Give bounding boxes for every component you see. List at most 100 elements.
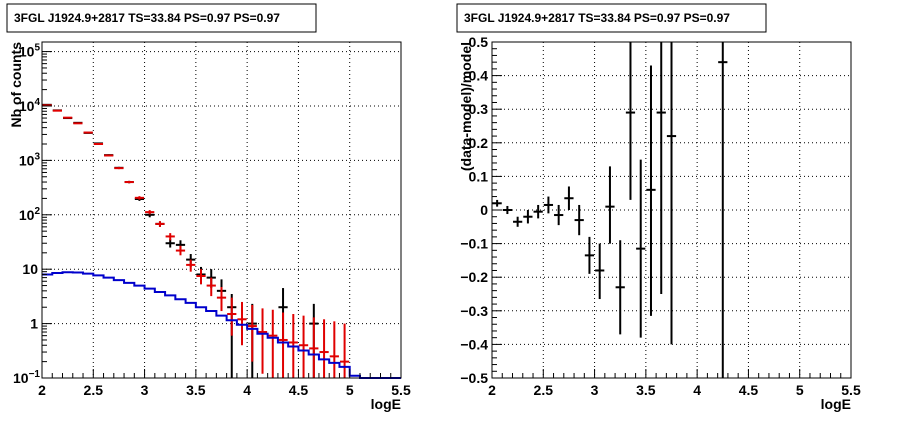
x-tick-label: 2 <box>488 382 496 398</box>
data-point <box>615 240 625 335</box>
right-x-axis-label: logE <box>821 396 851 412</box>
data-point <box>718 42 728 378</box>
data-point <box>533 204 543 219</box>
model-point <box>206 277 216 297</box>
model-point <box>155 221 165 227</box>
x-tick-label: 4.5 <box>739 382 759 398</box>
right-grid <box>492 42 851 378</box>
data-point <box>574 204 584 236</box>
model-point <box>83 131 93 134</box>
y-tick-label: 1 <box>30 316 38 332</box>
model-point <box>93 143 104 146</box>
x-tick-label: 3.5 <box>636 382 656 398</box>
data-point <box>646 65 656 316</box>
right-title: 3FGL J1924.9+2817 TS=33.84 PS=0.97 PS=0.… <box>464 11 730 25</box>
data-point <box>656 42 666 294</box>
y-tick-label: 0.5 <box>469 34 489 50</box>
right-title-box <box>456 3 767 33</box>
x-tick-label: 4 <box>693 382 701 398</box>
model-point <box>124 180 134 184</box>
model-point <box>247 304 257 362</box>
x-tick-label: 5 <box>796 382 804 398</box>
data-point <box>523 210 533 224</box>
x-tick-label: 3 <box>591 382 599 398</box>
right-ticks: 2 2.5 3 3.5 4 4.5 5 5.5 −0.5 −0.4 −0.3 −0.2 −0.1 0 0.1… <box>460 34 861 398</box>
y-tick-label: 0 <box>480 202 488 218</box>
model-point <box>339 323 350 378</box>
model-point <box>216 287 227 312</box>
data-point <box>543 196 554 214</box>
right-panel: 3FGL J1924.9+2817 TS=33.84 PS=0.97 PS=0.… <box>456 3 861 412</box>
data-point <box>605 166 615 244</box>
data-point <box>666 42 677 345</box>
x-tick-label: 5 <box>346 382 354 398</box>
model-point <box>63 116 73 119</box>
y-tick-label: 10 <box>22 261 38 277</box>
left-plot-frame <box>41 41 402 379</box>
y-tick-label: 103 <box>19 151 41 168</box>
y-tick-label: 0.2 <box>469 135 489 151</box>
model-point <box>268 309 278 378</box>
y-tick-exponent: −1 <box>29 369 41 380</box>
x-tick-label: 5.5 <box>841 382 861 398</box>
model-point <box>104 154 114 157</box>
right-y-axis-label: (data-model)/model <box>458 42 474 171</box>
model-point <box>298 315 309 378</box>
data-point <box>584 236 595 274</box>
data-point <box>165 238 175 248</box>
left-grid <box>42 42 401 378</box>
x-tick-label: 2.5 <box>84 382 104 398</box>
x-tick-label: 4 <box>243 382 251 398</box>
y-tick-label: 0.3 <box>469 101 489 117</box>
data-point <box>595 243 605 300</box>
model-point <box>257 308 268 374</box>
left-x-axis-label: logE <box>371 396 401 412</box>
model-point <box>196 269 206 285</box>
data-point <box>636 159 646 338</box>
x-tick-label: 5.5 <box>391 382 411 398</box>
y-tick-label: 10−1 <box>13 369 40 386</box>
y-tick-label: 0.1 <box>469 168 489 184</box>
x-tick-label: 3 <box>141 382 149 398</box>
y-tick-label: 0.4 <box>469 68 489 84</box>
data-point <box>513 216 523 227</box>
model-point <box>329 321 339 378</box>
y-tick-exponent: 5 <box>34 43 40 54</box>
model-point <box>227 297 237 336</box>
model-point <box>186 259 196 272</box>
y-tick-exponent: 3 <box>34 151 40 162</box>
data-point <box>554 204 564 226</box>
model-point <box>52 109 63 112</box>
y-tick-label: −0.4 <box>460 336 488 352</box>
data-point <box>564 186 574 210</box>
left-y-axis-label: Nb of counts <box>8 42 24 128</box>
data-point <box>625 42 636 200</box>
model-point <box>319 319 329 378</box>
x-tick-label: 2.5 <box>534 382 554 398</box>
model-point <box>278 312 288 378</box>
model-point <box>309 317 319 378</box>
left-panel: 3FGL J1924.9+2817 TS=33.84 PS=0.97 PS=0.… <box>6 3 411 412</box>
y-tick-label: −0.1 <box>460 236 488 252</box>
model-point <box>165 233 175 241</box>
y-tick-label: −0.2 <box>460 269 488 285</box>
y-tick-label: −0.3 <box>460 303 488 319</box>
x-tick-label: 4.5 <box>289 382 309 398</box>
left-title-box <box>6 3 317 33</box>
model-point <box>114 167 124 170</box>
right-series <box>492 42 728 378</box>
model-point <box>73 122 83 125</box>
y-tick-exponent: 4 <box>34 97 40 108</box>
model-point <box>175 245 186 256</box>
model-point <box>134 196 145 200</box>
model-point <box>145 210 155 215</box>
left-series <box>42 103 401 379</box>
y-tick-exponent: 2 <box>34 206 40 217</box>
model-step-line <box>42 271 401 379</box>
y-tick-label: 102 <box>19 206 41 223</box>
data-point <box>502 205 513 215</box>
left-title: 3FGL J1924.9+2817 TS=33.84 PS=0.97 PS=0.… <box>14 11 280 25</box>
x-tick-label: 3.5 <box>186 382 206 398</box>
